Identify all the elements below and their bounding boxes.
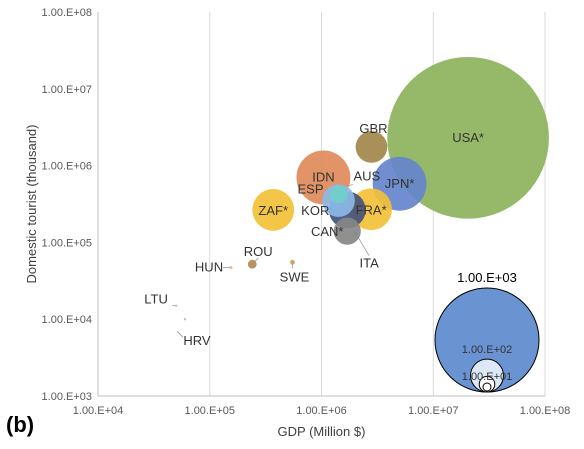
panel-label: (b) [6,412,34,437]
x-axis-label: GDP (Million $) [278,424,366,439]
point-label-rou: ROU [244,244,273,259]
point-label-jpn: JPN* [385,176,415,191]
bubble-hrv [183,318,187,321]
bubble-can [333,217,361,245]
point-label-hrv: HRV [183,333,211,348]
size-legend: 1.00.E+03 1.00.E+02 1.00.E+01 [434,270,540,393]
data-bubbles [174,56,549,321]
x-tick-label: 1.00.E+05 [185,405,235,417]
y-tick-label: 1.00.E+06 [42,161,92,173]
bubble-gbr [355,131,388,163]
bubble-rou [247,259,257,269]
point-label-ita: ITA [360,256,380,271]
point-label-aus: AUS [353,169,380,184]
leader-line [356,235,370,256]
point-label-usa: USA* [452,130,484,145]
y-tick-label: 1.00.E+04 [42,314,92,326]
legend-circle-min [482,382,492,392]
point-label-esp: ESP [298,182,324,197]
point-label-can: CAN* [311,224,344,239]
legend-label-0: 1.00.E+03 [457,270,517,285]
point-label-ltu: LTU [144,292,168,307]
x-tick-label: 1.00.E+07 [408,405,458,417]
point-label-fra: FRA* [356,202,387,217]
y-tick-label: 1.00.E+05 [42,237,92,249]
legend-label-1: 1.00.E+02 [462,344,512,356]
point-label-idn: IDN [312,169,334,184]
x-tick-label: 1.00.E+04 [73,405,123,417]
bubble-aus [330,185,348,204]
leader-line [176,330,184,338]
point-label-zaf: ZAF* [258,203,288,218]
point-label-swe: SWE [280,269,310,284]
y-tick-label: 1.00.E+08 [42,7,92,19]
bubble-ltu [174,304,178,307]
legend-label-2: 1.00.E+01 [462,371,512,383]
y-tick-label: 1.00.E+03 [42,391,92,403]
bubble-ita [353,232,357,236]
point-labels: USA* JPN* GBR IDN AUS ESP FRA* KOR ZAF* CAN* ROU HU… [144,121,484,348]
x-tick-label: 1.00.E+08 [520,405,570,417]
bubble-zaf [252,189,295,231]
point-label-kor: KOR [301,203,329,218]
bubble-swe [290,259,295,265]
bubble-usa [387,56,549,219]
y-tick-label: 1.00.E+07 [42,84,92,96]
point-label-hun: HUN [195,260,223,275]
y-axis-label: Domestic tourist (thousand) [24,125,39,284]
point-label-gbr: GBR [359,121,387,136]
bubble-hun [229,266,233,270]
axes: 1.00.E+04 1.00.E+05 1.00.E+06 1.00.E+07 1.00… [42,7,571,417]
x-tick-label: 1.00.E+06 [296,405,346,417]
